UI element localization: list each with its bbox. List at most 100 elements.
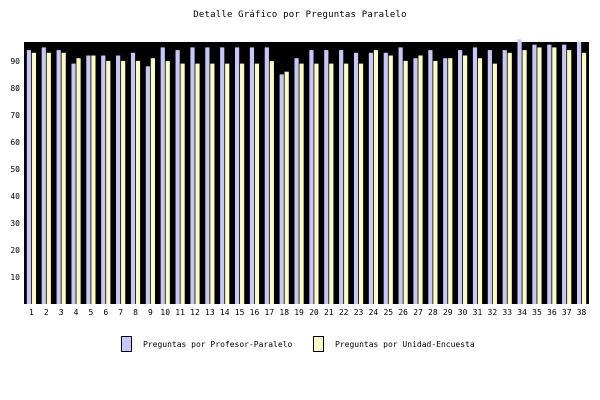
bar-s2-q16	[254, 63, 260, 304]
x-tick-label: 31	[473, 308, 483, 317]
bar-s2-q29	[448, 58, 453, 305]
legend-item-unidad: Preguntas por Unidad-Encuesta	[313, 336, 475, 352]
bar-s2-q22	[344, 63, 349, 304]
bar-s2-q24	[373, 50, 379, 304]
bar-s1-q20	[309, 50, 314, 304]
x-tick-label: 24	[369, 308, 379, 317]
bar-s2-q21	[329, 63, 334, 304]
y-tick-label: 90	[10, 57, 20, 66]
bar-s2-q5	[91, 55, 96, 305]
bar-s2-q18	[284, 71, 289, 305]
x-tick-label: 29	[443, 308, 453, 317]
bar-s2-q37	[567, 50, 572, 304]
bar-s2-q34	[522, 50, 527, 304]
x-tick-label: 23	[354, 308, 364, 317]
bar-s2-q33	[507, 52, 512, 304]
x-tick-label: 22	[339, 308, 349, 317]
bar-s1-q33	[502, 50, 507, 304]
x-tick-label: 5	[88, 308, 93, 317]
x-tick-label: 32	[488, 308, 498, 317]
bar-s2-q17	[269, 60, 274, 304]
y-tick-label: 20	[10, 246, 20, 255]
chart-title: Detalle Gráfico por Preguntas Paralelo	[193, 10, 407, 20]
bar-s1-q1	[26, 50, 32, 304]
bar-s2-q28	[433, 60, 438, 304]
x-tick-label: 21	[324, 308, 334, 317]
x-tick-label: 33	[502, 308, 512, 317]
bar-s1-q5	[86, 55, 91, 305]
bar-s2-q27	[418, 55, 423, 305]
bar-s2-q20	[314, 63, 319, 304]
bar-s1-q24	[368, 52, 374, 304]
bar-s2-q15	[239, 63, 245, 304]
bar-s1-q30	[458, 50, 463, 304]
x-tick-label: 9	[148, 308, 153, 317]
legend-swatch-profesor	[121, 336, 132, 352]
x-tick-label: 13	[205, 308, 215, 317]
bar-s1-q3	[56, 50, 61, 304]
bar-s1-q35	[532, 44, 537, 304]
bar-s1-q10	[160, 47, 165, 305]
x-tick-label: 30	[458, 308, 468, 317]
bar-s2-q36	[552, 47, 557, 305]
x-tick-label: 11	[175, 308, 185, 317]
bar-s1-q28	[428, 50, 433, 304]
bar-s1-q34	[517, 39, 522, 305]
x-tick-label: 7	[118, 308, 123, 317]
bar-s2-q11	[180, 63, 185, 304]
bar-s2-q12	[195, 63, 200, 304]
y-tick-label: 60	[10, 138, 20, 147]
bar-s1-q15	[234, 47, 240, 305]
x-axis: 1 2 3 4 5 6 7 8 9 10 11 12 13 14 15 16 17 18 19 20 21 22 23 24 2…	[29, 308, 587, 317]
x-tick-label: 4	[74, 308, 79, 317]
bar-s1-q31	[472, 47, 478, 305]
bar-s1-q7	[116, 55, 121, 305]
bar-s1-q27	[413, 58, 418, 305]
bar-s2-q6	[106, 60, 111, 304]
x-tick-label: 17	[265, 308, 275, 317]
bar-s2-q32	[492, 63, 497, 304]
x-tick-label: 25	[383, 308, 393, 317]
bar-s1-q9	[145, 66, 150, 304]
bar-s1-q17	[264, 47, 269, 305]
legend-item-profesor: Preguntas por Profesor-Paralelo	[121, 336, 292, 352]
bar-s1-q25	[383, 52, 388, 304]
legend-swatch-unidad	[313, 336, 324, 352]
x-tick-label: 1	[29, 308, 34, 317]
y-tick-label: 80	[10, 84, 20, 93]
bar-s2-q31	[477, 58, 483, 305]
bar-s1-q11	[175, 50, 180, 304]
bar-s1-q18	[279, 74, 284, 304]
bar-s2-q23	[358, 63, 364, 304]
bar-s2-q25	[388, 55, 393, 305]
bar-s1-q22	[339, 50, 344, 304]
bar-s2-q19	[299, 63, 304, 304]
y-tick-label: 70	[10, 111, 20, 120]
x-tick-label: 14	[220, 308, 230, 317]
bar-s1-q12	[190, 47, 195, 305]
bar-s2-q13	[210, 63, 215, 304]
x-tick-label: 36	[547, 308, 557, 317]
x-tick-label: 12	[190, 308, 200, 317]
bar-s1-q2	[41, 47, 46, 305]
bar-s2-q1	[31, 52, 37, 304]
bar-s1-q32	[487, 50, 492, 304]
bar-s1-q19	[294, 58, 299, 305]
bars-group	[26, 39, 587, 305]
y-tick-label: 50	[10, 165, 20, 174]
bar-s1-q38	[576, 42, 582, 304]
bar-s2-q7	[121, 60, 126, 304]
bar-s2-q38	[581, 52, 587, 304]
x-tick-label: 35	[532, 308, 542, 317]
bar-s2-q30	[463, 55, 468, 305]
x-tick-label: 2	[44, 308, 49, 317]
bar-s1-q21	[324, 50, 329, 304]
x-tick-label: 28	[428, 308, 438, 317]
bar-s2-q8	[135, 60, 141, 304]
bar-s1-q14	[220, 47, 225, 305]
bar-s1-q6	[101, 55, 106, 305]
bar-s2-q14	[225, 63, 230, 304]
bar-s2-q2	[46, 52, 51, 304]
bar-s1-q8	[130, 52, 136, 304]
